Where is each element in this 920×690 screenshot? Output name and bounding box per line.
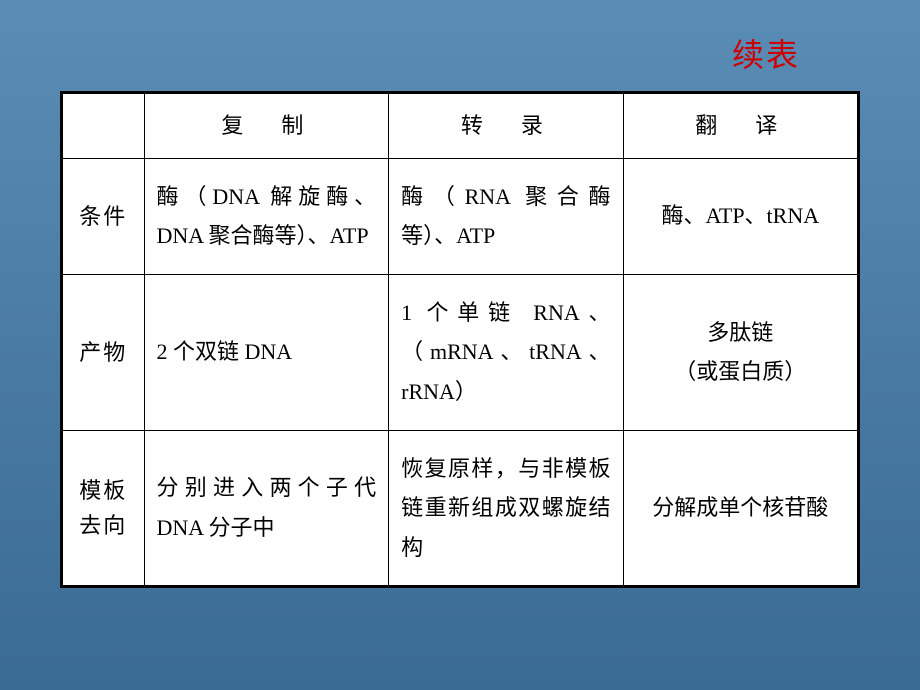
table-header-row: 复 制 转 录 翻 译 [63, 94, 858, 159]
table-row: 模板去向 分别进入两个子代DNA 分子中 恢复原样，与非模板链重新组成双螺旋结构… [63, 430, 858, 586]
cell-conditions-translation: 酶、ATP、tRNA [623, 158, 857, 274]
cell-products-transcription: 1 个单链 RNA、（mRNA、tRNA、rRNA） [389, 274, 623, 430]
cell-template-transcription: 恢复原样，与非模板链重新组成双螺旋结构 [389, 430, 623, 586]
slide-container: 续表 复 制 转 录 翻 译 条件 酶（DNA 解旋酶、DNA 聚合酶等）、AT… [0, 0, 920, 618]
header-empty [63, 94, 145, 159]
table-wrapper: 复 制 转 录 翻 译 条件 酶（DNA 解旋酶、DNA 聚合酶等）、ATP 酶… [60, 91, 860, 588]
row-header-template-fate: 模板去向 [63, 430, 145, 586]
cell-conditions-replication: 酶（DNA 解旋酶、DNA 聚合酶等）、ATP [144, 158, 389, 274]
cell-template-replication: 分别进入两个子代DNA 分子中 [144, 430, 389, 586]
continuation-title: 续表 [60, 30, 800, 76]
row-header-products: 产物 [63, 274, 145, 430]
cell-template-translation: 分解成单个核苷酸 [623, 430, 857, 586]
cell-products-translation: 多肽链（或蛋白质） [623, 274, 857, 430]
header-transcription: 转 录 [389, 94, 623, 159]
row-header-conditions: 条件 [63, 158, 145, 274]
cell-conditions-transcription: 酶（RNA 聚合酶等）、ATP [389, 158, 623, 274]
header-translation: 翻 译 [623, 94, 857, 159]
table-row: 产物 2 个双链 DNA 1 个单链 RNA、（mRNA、tRNA、rRNA） … [63, 274, 858, 430]
comparison-table: 复 制 转 录 翻 译 条件 酶（DNA 解旋酶、DNA 聚合酶等）、ATP 酶… [62, 93, 858, 586]
cell-products-replication: 2 个双链 DNA [144, 274, 389, 430]
header-replication: 复 制 [144, 94, 389, 159]
table-row: 条件 酶（DNA 解旋酶、DNA 聚合酶等）、ATP 酶（RNA 聚合酶等）、A… [63, 158, 858, 274]
